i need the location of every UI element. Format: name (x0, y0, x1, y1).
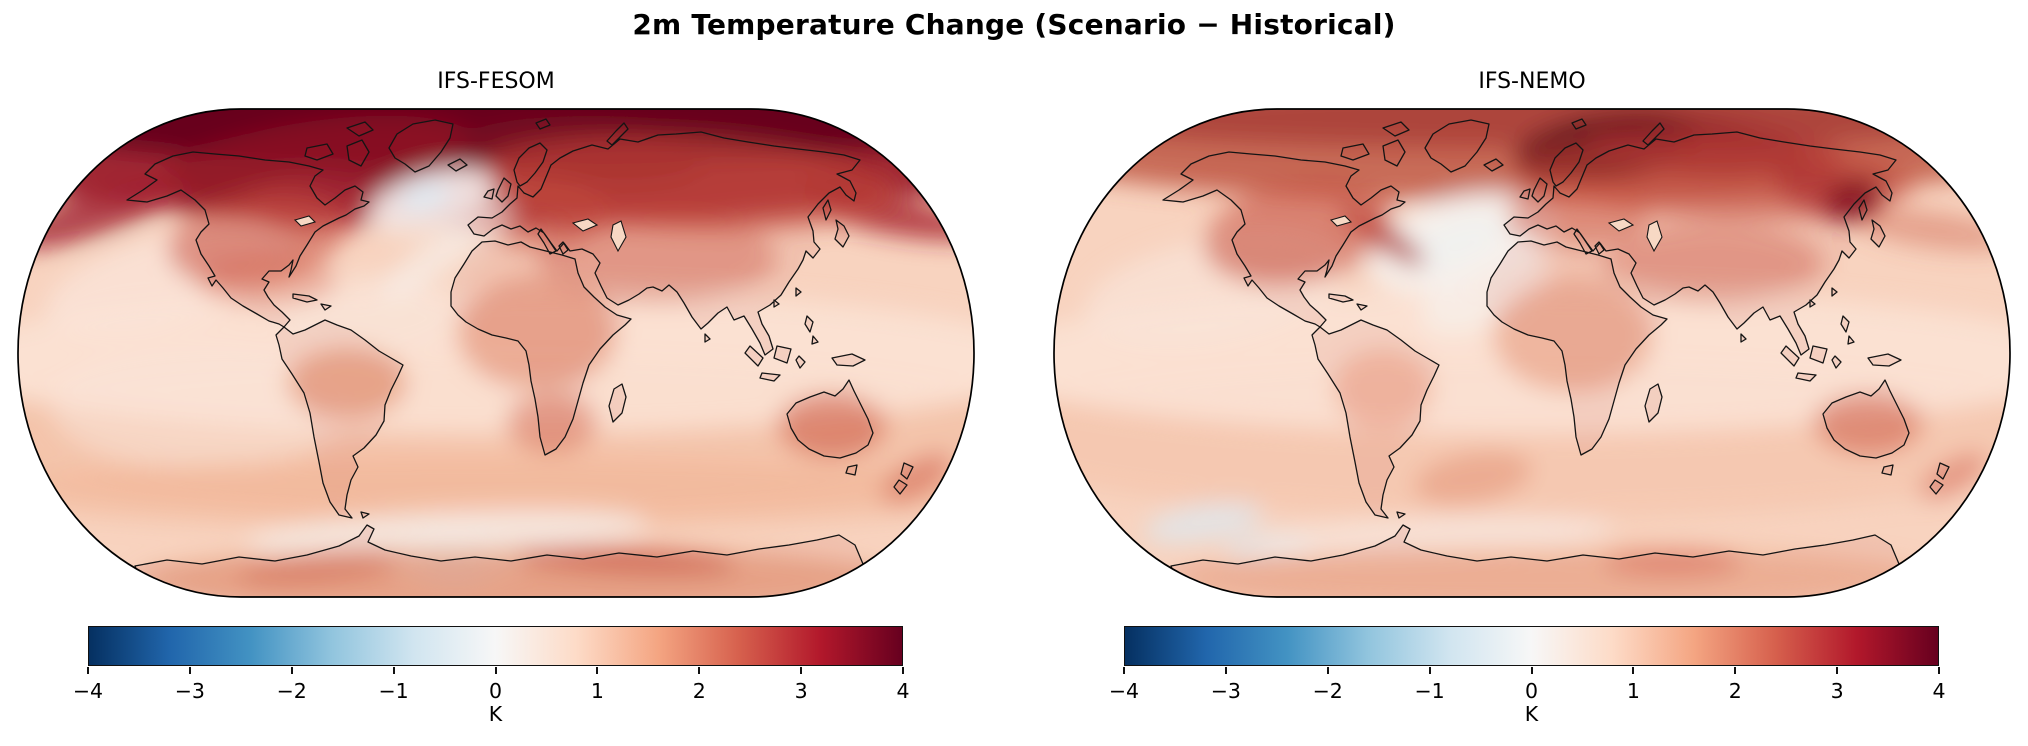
field-blob (18, 176, 188, 250)
colorbar-tick-mark (1734, 667, 1737, 674)
colorbar-tick-label: −4 (1108, 679, 1140, 703)
colorbar-ifs-fesom: −4 −3 −2 −1 0 1 2 3 4 K (73, 626, 910, 736)
colorbar-tick-label: 1 (1626, 679, 1640, 703)
field-blob (1493, 280, 1653, 392)
temperature-field (18, 109, 974, 597)
colorbar-tick-label: −1 (378, 679, 409, 703)
colorbar-tick-mark (494, 667, 497, 674)
colorbar-tick-mark (1632, 667, 1635, 674)
coastlines (126, 118, 914, 597)
colorbar-tick-mark (87, 667, 89, 674)
colorbar-tick-label: 3 (794, 679, 808, 703)
field-blob (1508, 178, 1648, 248)
colorbar-tick-mark (1224, 667, 1227, 674)
colorbar-tick-label: −2 (276, 679, 307, 703)
field-blob (237, 556, 397, 584)
field-blob (1143, 502, 1263, 544)
colorbar-tick-label: 3 (1830, 679, 1844, 703)
field-blob (247, 508, 647, 558)
panel-ifs-fesom: IFS-FESOM −4 −3 −2 −1 0 1 2 3 4 K (17, 0, 975, 746)
field-blob (1204, 181, 1392, 285)
colorbar-tick-mark (392, 667, 395, 674)
field-blob (1824, 177, 1882, 223)
field-blob (399, 182, 451, 210)
colorbar-tick-label: 0 (1524, 679, 1539, 703)
field-blob (1813, 394, 1923, 454)
coastlines (1162, 118, 1950, 597)
map-ifs-nemo (1053, 108, 2011, 598)
panel-title-ifs-fesom: IFS-FESOM (437, 69, 555, 94)
map-frame (17, 108, 975, 598)
colorbar-tick-mark (902, 667, 904, 674)
field-blob (507, 393, 597, 453)
field-blob (881, 452, 953, 504)
colorbar-unit-label: K (488, 702, 503, 726)
field-blob (287, 347, 407, 419)
colorbar-tick-mark (188, 667, 191, 674)
map-ifs-fesom (17, 108, 975, 598)
field-blob (52, 348, 352, 468)
colorbar-tick-label: 2 (692, 679, 706, 703)
field-blob (380, 201, 514, 299)
colorbar-tick-label: −4 (72, 679, 104, 703)
field-blob (18, 458, 974, 528)
colorbar-tick-label: −1 (1414, 679, 1445, 703)
colorbar-ticks: −4 −3 −2 −1 0 1 2 3 4 (1109, 667, 1946, 727)
colorbar-tick-mark (1326, 667, 1329, 674)
panel-title-ifs-nemo: IFS-NEMO (1478, 69, 1586, 94)
field-blob (1853, 208, 2010, 252)
colorbar-tick-label: −3 (1210, 679, 1241, 703)
colorbar-ifs-nemo: −4 −3 −2 −1 0 1 2 3 4 K (1109, 626, 1946, 736)
colorbar-tick-mark (1428, 667, 1431, 674)
figure-title: 2m Temperature Change (Scenario − Histor… (632, 8, 1396, 41)
colorbar-tick-mark (1938, 667, 1940, 674)
colorbar-tick-mark (1530, 667, 1533, 674)
colorbar-tick-mark (290, 667, 293, 674)
field-blob (1333, 348, 1433, 428)
colorbar-tick-label: 4 (896, 679, 910, 703)
colorbar-tick-label: 2 (1728, 679, 1742, 703)
colorbar-gradient (1124, 626, 1939, 666)
field-blob (1919, 452, 1987, 500)
colorbar-tick-mark (1123, 667, 1125, 674)
temperature-field (1054, 109, 2010, 597)
colorbar-tick-label: −3 (174, 679, 205, 703)
field-blob (1421, 241, 1549, 335)
colorbar-unit-label: K (1524, 702, 1539, 726)
field-blob (1173, 546, 1933, 597)
field-blob (1413, 451, 1533, 505)
panel-ifs-nemo: IFS-NEMO −4 −3 −2 −1 0 1 2 3 4 K (1053, 0, 2011, 746)
colorbar-tick-label: 4 (1932, 679, 1946, 703)
colorbar-tick-mark (596, 667, 599, 674)
field-blob (1054, 109, 2010, 148)
colorbar-tick-mark (800, 667, 803, 674)
colorbar-ticks: −4 −3 −2 −1 0 1 2 3 4 (73, 667, 910, 727)
map-frame (1053, 108, 2011, 598)
colorbar-tick-label: −2 (1312, 679, 1343, 703)
field-blob (457, 277, 617, 389)
lakes (1329, 215, 1663, 253)
field-blob (777, 394, 887, 458)
lakes (293, 215, 627, 253)
colorbar-tick-mark (698, 667, 701, 674)
colorbar-tick-label: 1 (590, 679, 604, 703)
field-blob (537, 213, 777, 303)
field-blob (197, 254, 337, 306)
colorbar-gradient (88, 626, 903, 666)
colorbar-tick-label: 0 (488, 679, 503, 703)
colorbar-tick-mark (1836, 667, 1839, 674)
